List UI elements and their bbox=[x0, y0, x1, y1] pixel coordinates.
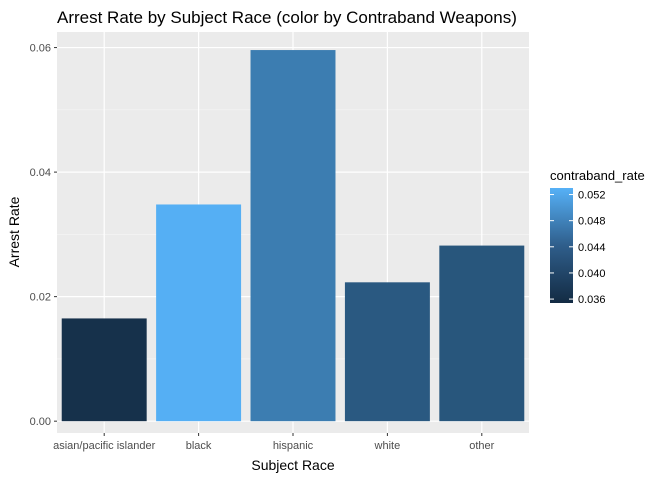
x-tick-label: other bbox=[469, 440, 494, 452]
bars bbox=[61, 50, 525, 422]
bar-asian-pacific-islander bbox=[61, 318, 147, 422]
y-tick-label: 0.00 bbox=[30, 416, 51, 428]
x-tick-label: asian/pacific islander bbox=[53, 440, 155, 452]
colorbar-tick-label: 0.044 bbox=[578, 242, 606, 254]
colorbar-tick-label: 0.036 bbox=[578, 294, 606, 306]
y-axis-label: Arrest Rate bbox=[6, 196, 22, 267]
y-axis: 0.00 0.02 0.04 0.06 bbox=[30, 43, 57, 428]
y-tick-label: 0.02 bbox=[30, 292, 51, 304]
legend: contraband_rate 0.036 0.040 0.044 0.048 0.05… bbox=[550, 168, 645, 306]
bar-white bbox=[344, 282, 430, 422]
x-axis: asian/pacific islander black hispanic white… bbox=[53, 433, 495, 452]
legend-title: contraband_rate bbox=[550, 168, 645, 183]
colorbar-ticks: 0.036 0.040 0.044 0.048 0.052 bbox=[550, 190, 606, 306]
y-tick-label: 0.06 bbox=[30, 43, 51, 55]
x-tick-label: black bbox=[186, 440, 212, 452]
colorbar bbox=[550, 188, 573, 303]
x-tick-label: white bbox=[374, 440, 401, 452]
bar-black bbox=[156, 204, 242, 422]
bar-hispanic bbox=[250, 50, 336, 422]
colorbar-tick-label: 0.048 bbox=[578, 216, 606, 228]
chart-title: Arrest Rate by Subject Race (color by Co… bbox=[57, 8, 517, 27]
bar-other bbox=[439, 245, 525, 422]
colorbar-tick-label: 0.052 bbox=[578, 190, 606, 202]
x-tick-label: hispanic bbox=[273, 440, 314, 452]
y-tick-label: 0.04 bbox=[30, 167, 51, 179]
colorbar-tick-label: 0.040 bbox=[578, 268, 606, 280]
x-axis-label: Subject Race bbox=[251, 457, 334, 473]
